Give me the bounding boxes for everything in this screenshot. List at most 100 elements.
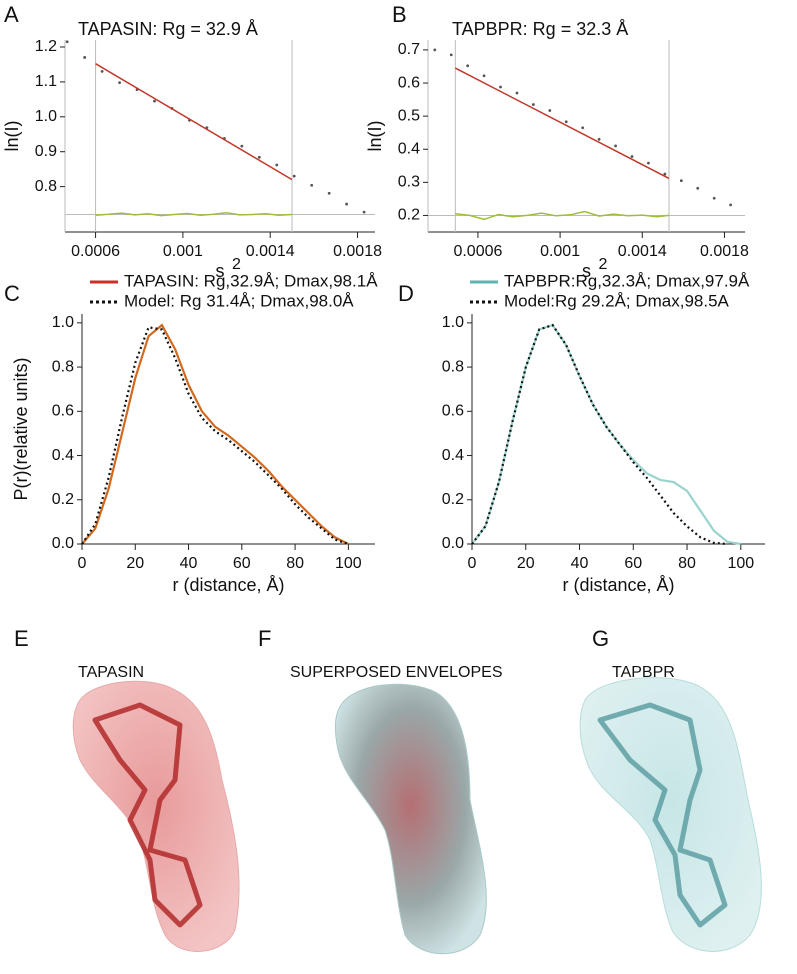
y-tick-label: 0.0 [52,535,74,552]
data-point [433,48,437,52]
x-axis-label-exponent: 2 [232,256,241,273]
structure-caption: TAPBPR [612,664,675,681]
y-tick-label: 0.4 [52,447,74,464]
legend-label: Model:Rg 29.2Å; Dmax,98.5A [504,291,730,310]
chart-title: TAPASIN: Rg = 32.9 Å [78,19,258,39]
data-point [548,109,552,112]
residual-line [455,210,670,221]
data-point [100,70,104,73]
data-point [531,103,535,106]
data-point [153,99,156,103]
pr-curve [471,323,728,546]
data-point [257,155,261,159]
data-point [630,155,634,158]
data-point [65,40,69,44]
fit-line [95,63,293,181]
data-point [449,53,453,57]
x-tick-label: 20 [126,555,144,572]
x-axis-label: r (distance, Å) [172,575,284,595]
y-tick-label: 0.5 [398,107,420,124]
data-point [83,56,87,59]
panel-letter: A [4,2,19,27]
legend-label: Model: Rg 31.4Å; Dmax,98.0Å [124,291,354,310]
y-tick-label: 0.6 [52,403,74,420]
x-tick-label: 80 [286,555,304,572]
data-point [647,161,650,165]
x-tick-label: 80 [678,555,696,572]
x-axis-label: s [582,261,591,281]
x-tick-label: 60 [233,555,251,572]
data-point [345,202,349,206]
y-tick-label: 1.0 [52,314,74,331]
y-tick-label: 0.6 [398,74,420,91]
x-tick-label: 0 [78,555,87,572]
y-tick-label: 0.4 [442,447,464,464]
y-tick-label: 0.8 [52,358,74,375]
y-axis-label: ln(I) [365,121,385,152]
y-tick-label: 0.8 [35,178,57,195]
data-point [482,74,486,78]
data-point [663,172,667,176]
y-tick-label: 0.2 [398,207,420,224]
y-tick-label: 0.7 [398,41,420,58]
x-tick-label: 0.0018 [700,243,749,260]
residual-line [95,212,293,217]
pr-curve [471,323,741,546]
superposed-envelope [334,683,487,955]
x-tick-label: 100 [335,555,362,572]
data-point [614,144,617,148]
tapasin-ribbon [92,702,203,928]
y-tick-label: 0.2 [442,491,464,508]
x-tick-label: 0.0014 [246,243,295,260]
data-point [712,196,716,200]
data-point [292,174,296,178]
y-tick-label: 1.0 [35,108,57,125]
x-tick-label: 0.001 [540,243,580,260]
data-point [696,186,700,190]
data-point [581,126,585,130]
y-axis-label: P(r)(relative units) [11,357,31,500]
data-point [240,144,244,148]
tapbpr-ribbon [597,702,728,928]
x-tick-label: 0.0006 [453,243,502,260]
x-tick-label: 0.0018 [333,243,382,260]
data-point [118,81,121,84]
x-tick-label: 0.001 [163,243,203,260]
y-tick-label: 0.8 [442,358,464,375]
chart-title: TAPBPR: Rg = 32.3 Å [452,19,628,39]
y-tick-label: 0.0 [442,535,464,552]
x-tick-label: 0.0006 [71,243,120,260]
data-point [679,179,683,183]
x-axis-label: r (distance, Å) [562,575,674,595]
y-tick-label: 0.9 [35,143,57,160]
data-point [564,120,568,124]
y-axis-label: ln(I) [2,121,22,152]
data-point [327,191,331,195]
data-point [275,163,279,167]
panel-letter: F [258,626,271,651]
y-tick-label: 1.0 [442,314,464,331]
x-tick-label: 0.0014 [618,243,667,260]
x-tick-label: 0 [468,555,477,572]
data-point [310,183,314,187]
x-axis-label: s [216,261,225,281]
x-tick-label: 100 [727,555,754,572]
x-tick-label: 40 [571,555,589,572]
legend-label: TAPASIN: Rg,32.9Å; Dmax,98.1Å [124,271,378,290]
x-tick-label: 60 [624,555,642,572]
panel-letter: D [398,281,414,306]
y-tick-label: 0.4 [398,140,420,157]
panel-letter: C [4,281,20,306]
x-tick-label: 20 [517,555,535,572]
structure-caption: TAPASIN [78,664,144,681]
panel-letter: E [14,626,29,651]
y-tick-label: 1.2 [35,38,57,55]
pr-curve [81,323,349,545]
structure-caption: SUPERPOSED ENVELOPES [290,664,503,681]
y-tick-label: 0.2 [52,491,74,508]
x-axis-label-exponent: 2 [599,256,608,273]
data-point [466,64,470,68]
data-point [515,91,519,95]
data-point [729,203,733,207]
